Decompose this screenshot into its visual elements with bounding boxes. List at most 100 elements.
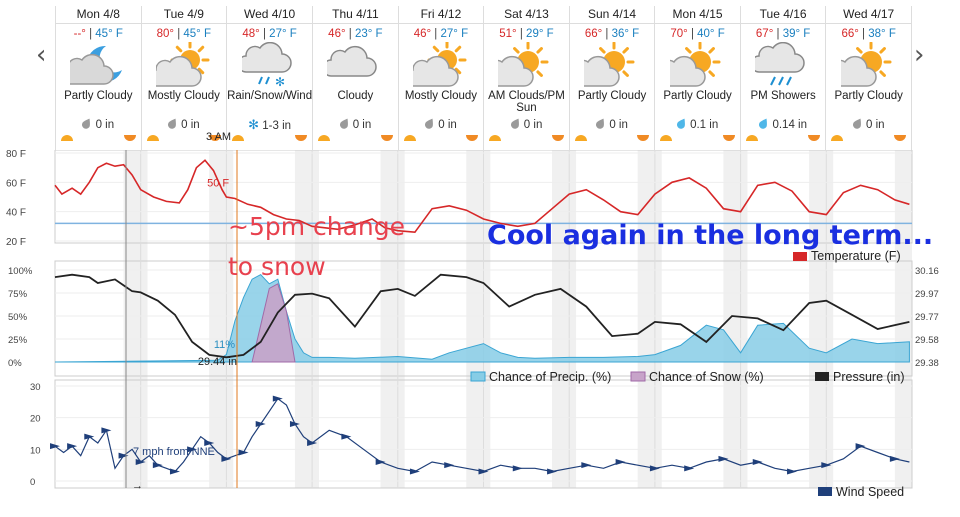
condition-text: Rain/Snow/Wind bbox=[227, 90, 313, 102]
wind-tick-label: 0 bbox=[30, 477, 35, 488]
temp-tick-label: 60 F bbox=[6, 178, 26, 189]
low-temp: 36° F bbox=[611, 28, 640, 40]
day-column[interactable]: Mon 4/8 --° | 45° F Partly Cloudy 0 in bbox=[55, 6, 141, 150]
day-name: Mon 4/15 bbox=[655, 6, 740, 24]
wind-direction-marker bbox=[221, 455, 232, 462]
condition-text: Partly Cloudy bbox=[64, 90, 133, 102]
precip-amount: 0 in bbox=[142, 117, 227, 131]
wind-direction-marker bbox=[649, 465, 660, 472]
wind-direction-marker bbox=[101, 427, 112, 434]
day-name: Tue 4/9 bbox=[141, 6, 227, 24]
wind-direction-marker bbox=[512, 465, 523, 472]
sun-cloud-icon bbox=[155, 42, 210, 87]
precip-amount: 0 in bbox=[570, 117, 655, 131]
annotation-3am: 3 AM bbox=[206, 131, 232, 143]
day-column[interactable]: Tue 4/9 80° | 45° F Mostly Cloudy 0 in bbox=[140, 6, 227, 150]
high-temp: --° bbox=[73, 28, 86, 40]
night-band bbox=[123, 150, 141, 488]
night-bands bbox=[123, 150, 912, 488]
sunset-marker-icon bbox=[722, 135, 735, 141]
cloud-rain-icon bbox=[755, 42, 805, 86]
wind-direction-marker bbox=[135, 459, 146, 465]
day-name: Mon 4/8 bbox=[56, 6, 141, 24]
pressure-annotation: 29.44 in bbox=[198, 356, 237, 368]
sunset-marker-icon bbox=[380, 135, 393, 141]
low-temp: 27° F bbox=[440, 28, 469, 40]
day-column[interactable]: Wed 4/17 66° | 38° F Partly Cloudy 0 in bbox=[825, 6, 912, 150]
high-temp: 66° bbox=[841, 28, 859, 40]
day-column[interactable]: Tue 4/16 67° | 39° F PM Showers 0.14 in bbox=[739, 6, 826, 150]
pressure-legend-swatch bbox=[815, 372, 829, 381]
day-column[interactable]: Mon 4/15 70° | 40° F Partly Cloudy 0.1 in bbox=[654, 6, 740, 150]
condition-text: Mostly Cloudy bbox=[404, 90, 478, 102]
wind-direction-marker bbox=[889, 455, 900, 462]
wind-line bbox=[54, 397, 910, 473]
raindrop-icon bbox=[852, 118, 863, 131]
sunrise-marker-icon bbox=[574, 135, 587, 141]
wind-direction-marker bbox=[238, 449, 249, 456]
temperature-range: 66° | 36° F bbox=[584, 28, 640, 40]
sun-small-cloud-icon bbox=[840, 42, 892, 87]
high-temp: 46° bbox=[413, 28, 432, 40]
day-column[interactable]: Sun 4/14 66° | 36° F Partly Cloudy 0 in bbox=[568, 6, 655, 150]
precip-legend-swatch bbox=[470, 371, 486, 382]
wind-direction-marker bbox=[821, 462, 832, 469]
temperature-line bbox=[54, 159, 910, 234]
condition-text: AM Clouds/PM Sun bbox=[488, 90, 565, 114]
precip-annotation: 11% bbox=[214, 339, 235, 351]
sunrise-marker-icon bbox=[403, 135, 416, 141]
precip-legend-label: Chance of Precip. (%) bbox=[489, 370, 611, 384]
forecast-strip: ‹ › Mon 4/8 --° | 45° F Partly Cloudy 0 in… bbox=[0, 0, 960, 150]
wind-direction-marker bbox=[478, 468, 489, 475]
day-name: Sat 4/13 bbox=[484, 6, 569, 24]
raindrop-icon bbox=[510, 118, 521, 131]
wind-direction-marker bbox=[84, 433, 95, 440]
wind-direction-marker bbox=[272, 395, 283, 402]
pressure-tick-label: 29.38 bbox=[915, 358, 939, 369]
wind-direction-marker bbox=[67, 443, 78, 450]
sunrise-marker-icon bbox=[318, 135, 331, 141]
wind-arrow-label: → bbox=[132, 480, 143, 492]
day-column[interactable]: Fri 4/12 46° | 27° F Mostly Cloudy 0 in bbox=[397, 6, 484, 150]
wind-direction-marker bbox=[375, 459, 386, 465]
precip-amount: 0 in bbox=[56, 117, 141, 131]
day-column[interactable]: Wed 4/10 48° | 27° F ✻ Rain/Snow/Wind ✻ 1-3 … bbox=[226, 6, 313, 150]
sunset-marker-icon bbox=[637, 135, 650, 141]
low-temp: 45° F bbox=[183, 28, 212, 40]
pressure-tick-label: 30.16 bbox=[915, 266, 939, 277]
raindrop-icon bbox=[425, 118, 435, 131]
cloud-icon bbox=[327, 45, 378, 77]
precip-amount: 0 in bbox=[313, 117, 398, 131]
next-days-button[interactable]: › bbox=[914, 40, 925, 70]
temperature-range: 46° | 27° F bbox=[413, 28, 469, 40]
sunrise-marker-icon bbox=[660, 135, 673, 141]
day-column[interactable]: Sat 4/13 51° | 29° F AM Clouds/PM Sun 0 in bbox=[483, 6, 569, 150]
night-band bbox=[894, 150, 912, 488]
high-temp: 46° bbox=[328, 28, 346, 40]
wind-annotation: 7 mph from NNE bbox=[133, 446, 215, 458]
wind-tick-label: 10 bbox=[30, 445, 41, 456]
temperature-legend-label: Temperature (F) bbox=[811, 249, 901, 263]
wind-direction-marker bbox=[204, 440, 215, 446]
day-name: Thu 4/11 bbox=[313, 6, 398, 24]
change-note-line1: ~5pm change bbox=[228, 212, 406, 241]
precip-tick-label: 50% bbox=[8, 312, 28, 323]
wind-direction-marker bbox=[255, 421, 266, 427]
night-band bbox=[209, 150, 227, 488]
temp-tick-label: 20 F bbox=[6, 237, 26, 248]
temp-annotation: 50 F bbox=[207, 178, 229, 190]
temperature-range: 48° | 27° F bbox=[242, 28, 297, 40]
sunset-marker-icon bbox=[209, 135, 222, 141]
wind-direction-marker bbox=[409, 468, 420, 475]
low-temp: 29° F bbox=[526, 28, 554, 40]
night-band bbox=[552, 150, 570, 488]
sunrise-marker-icon bbox=[745, 135, 758, 141]
wind-direction-marker bbox=[718, 455, 729, 462]
pressure-line bbox=[54, 273, 910, 359]
temperature-range: 67° | 39° F bbox=[755, 28, 811, 40]
day-column[interactable]: Thu 4/11 46° | 23° F Cloudy 0 in bbox=[312, 6, 398, 150]
wind-direction-marker bbox=[152, 462, 163, 469]
previous-days-button[interactable]: ‹ bbox=[36, 40, 47, 70]
sunset-marker-icon bbox=[808, 135, 821, 141]
temperature-legend-swatch bbox=[793, 252, 807, 261]
